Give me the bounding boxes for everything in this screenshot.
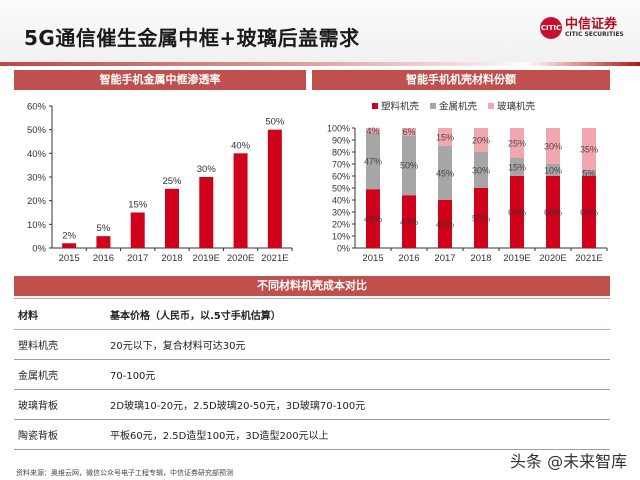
svg-text:0%: 0% — [32, 244, 46, 255]
svg-text:塑料机壳: 塑料机壳 — [381, 101, 420, 113]
table-row: 陶瓷背板 平板60元，2.5D造型100元，3D造型200元以上 — [14, 420, 610, 450]
svg-text:2021E: 2021E — [575, 253, 602, 264]
svg-text:35%: 35% — [580, 145, 598, 155]
left-chart-title: 智能手机金属中框渗透率 — [14, 70, 306, 90]
svg-text:2%: 2% — [62, 230, 76, 241]
svg-text:金属机壳: 金属机壳 — [439, 101, 478, 113]
svg-text:10%: 10% — [332, 232, 350, 242]
housing-material-share-chart: 塑料机壳 金属机壳 玻璃机壳 0% 10% 20% 30% 40% 50% 60% 70% 80% 90… — [327, 101, 608, 264]
svg-text:60%: 60% — [580, 208, 598, 218]
svg-text:30%: 30% — [197, 164, 217, 175]
page-title: 5G通信催生金属中框+玻璃后盖需求 — [24, 26, 360, 50]
svg-text:45%: 45% — [436, 169, 454, 179]
svg-text:25%: 25% — [162, 176, 182, 187]
cell-material: 玻璃背板 — [18, 401, 58, 412]
svg-text:60%: 60% — [544, 208, 562, 218]
svg-text:2017: 2017 — [434, 253, 455, 264]
table-row: 塑料机壳 20元以下，复合材料可达30元 — [14, 330, 610, 360]
svg-text:2018: 2018 — [470, 253, 491, 264]
svg-text:44%: 44% — [400, 217, 418, 227]
svg-text:90%: 90% — [332, 136, 350, 146]
svg-text:70%: 70% — [332, 160, 350, 170]
header-bar: 5G通信催生金属中框+玻璃后盖需求 CITIC 中信证券 CITIC SECUR… — [0, 0, 640, 62]
svg-text:2016: 2016 — [93, 253, 114, 264]
svg-text:2017: 2017 — [127, 253, 148, 264]
table-header-row: 材料 基本价格（人民币，以.5寸手机估算） — [14, 298, 610, 330]
svg-text:60%: 60% — [27, 102, 47, 113]
cell-price: 平板60元，2.5D造型100元，3D造型200元以上 — [110, 431, 329, 442]
svg-text:50%: 50% — [472, 214, 490, 224]
cost-comparison-table: 材料 基本价格（人民币，以.5寸手机估算） 塑料机壳 20元以下，复合材料可达3… — [14, 298, 610, 450]
svg-text:2018: 2018 — [161, 253, 182, 264]
svg-text:40%: 40% — [231, 140, 251, 151]
svg-text:50%: 50% — [400, 161, 418, 171]
svg-text:5%: 5% — [97, 223, 111, 234]
cell-material: 金属机壳 — [18, 371, 58, 382]
svg-text:20%: 20% — [472, 136, 490, 146]
svg-text:5%: 5% — [582, 169, 595, 179]
svg-text:40%: 40% — [436, 220, 454, 230]
svg-text:25%: 25% — [508, 139, 526, 149]
svg-text:2020E: 2020E — [539, 253, 566, 264]
svg-text:50%: 50% — [27, 125, 47, 136]
svg-text:2021E: 2021E — [261, 253, 288, 264]
svg-text:15%: 15% — [508, 163, 526, 173]
svg-text:20%: 20% — [332, 220, 350, 230]
citic-logo: CITIC 中信证券 CITIC SECURITIES — [540, 17, 624, 39]
cell-material: 陶瓷背板 — [18, 431, 58, 442]
svg-text:30%: 30% — [332, 208, 350, 218]
cell-price: 70-100元 — [110, 371, 156, 382]
svg-text:6%: 6% — [402, 127, 415, 137]
right-chart-title: 智能手机机壳材料份额 — [312, 70, 610, 90]
svg-text:30%: 30% — [544, 142, 562, 152]
svg-text:2019E: 2019E — [503, 253, 530, 264]
svg-text:15%: 15% — [436, 133, 454, 143]
svg-text:15%: 15% — [128, 200, 148, 211]
svg-text:30%: 30% — [472, 166, 490, 176]
svg-text:80%: 80% — [332, 148, 350, 158]
cost-table-title: 不同材料机壳成本对比 — [14, 276, 610, 296]
table-row: 金属机壳 70-100元 — [14, 360, 610, 390]
svg-text:10%: 10% — [544, 166, 562, 176]
svg-text:50%: 50% — [332, 184, 350, 194]
source-note: 资料来源：奥维云网，微信公众号电子工程专辑，中信证券研究部预测 — [16, 469, 233, 477]
svg-text:100%: 100% — [327, 124, 350, 134]
cell-price: 20元以下，复合材料可达30元 — [110, 341, 246, 352]
svg-text:2020E: 2020E — [227, 253, 254, 264]
svg-text:60%: 60% — [332, 172, 350, 182]
svg-text:60%: 60% — [508, 208, 526, 218]
header-divider — [0, 62, 640, 66]
svg-text:20%: 20% — [27, 196, 47, 207]
svg-text:玻璃机壳: 玻璃机壳 — [497, 101, 536, 113]
citic-logo-icon: CITIC — [540, 17, 562, 39]
cell-material: 塑料机壳 — [18, 341, 58, 352]
header-price: 基本价格（人民币，以.5寸手机估算） — [110, 310, 281, 322]
svg-text:2015: 2015 — [362, 253, 383, 264]
svg-text:0%: 0% — [337, 244, 350, 254]
svg-text:4%: 4% — [366, 126, 379, 136]
svg-text:30%: 30% — [27, 173, 47, 184]
svg-text:40%: 40% — [332, 196, 350, 206]
svg-text:49%: 49% — [364, 214, 382, 224]
svg-text:2016: 2016 — [398, 253, 419, 264]
logo-en-text: CITIC SECURITIES — [565, 31, 624, 38]
svg-text:40%: 40% — [27, 149, 47, 160]
svg-text:47%: 47% — [364, 157, 382, 167]
table-row: 玻璃背板 2D玻璃10-20元，2.5D玻璃20-50元，3D玻璃70-100元 — [14, 390, 610, 420]
header-material: 材料 — [18, 310, 38, 322]
svg-text:2019E: 2019E — [193, 253, 220, 264]
metal-frame-penetration-chart: 0% 10% 20% 30% 40% 50% 60% 2% 2015 5% 2016 15% 2017 2… — [27, 102, 293, 264]
svg-text:10%: 10% — [27, 220, 47, 231]
svg-text:2015: 2015 — [59, 253, 80, 264]
svg-text:50%: 50% — [265, 117, 285, 128]
logo-cn-text: 中信证券 — [565, 17, 618, 32]
watermark: 头条 @未来智库 — [510, 452, 628, 471]
cell-price: 2D玻璃10-20元，2.5D玻璃20-50元，3D玻璃70-100元 — [110, 401, 366, 412]
